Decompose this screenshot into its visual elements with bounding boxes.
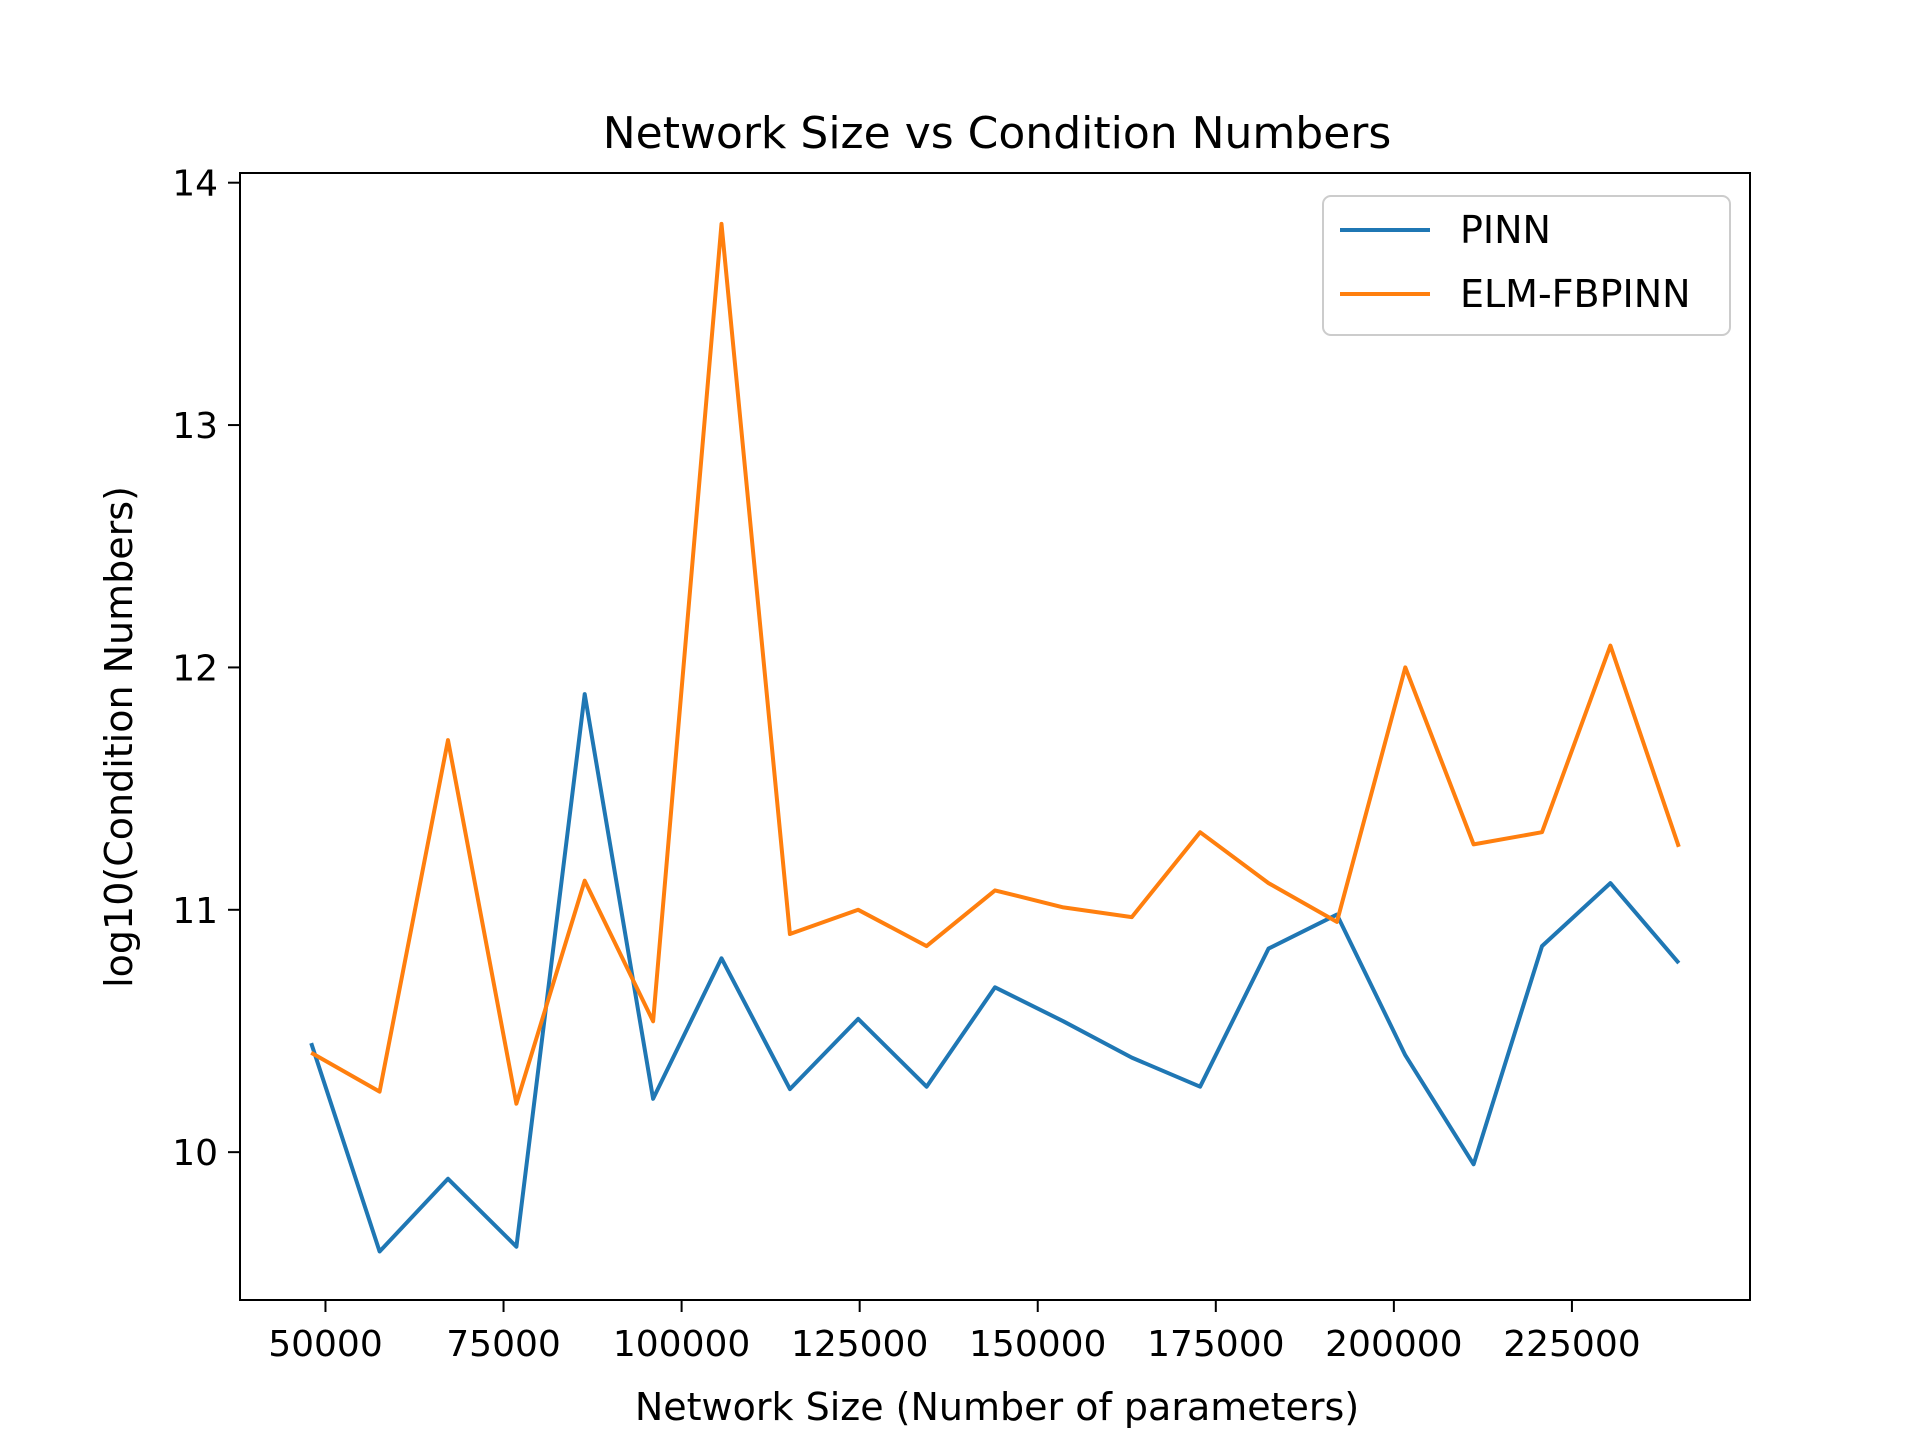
x-tick-label: 50000 [268, 1324, 383, 1365]
series-line-pinn [309, 692, 1681, 1254]
x-tick-label: 150000 [969, 1324, 1106, 1365]
x-tick-label: 200000 [1325, 1324, 1462, 1365]
series-layer [309, 221, 1681, 1254]
x-tick-label: 125000 [791, 1324, 928, 1365]
x-tick-label: 175000 [1147, 1324, 1284, 1365]
plot-frame [239, 172, 1751, 1301]
x-tick-label: 75000 [446, 1324, 561, 1365]
y-tick-label: 12 [172, 648, 218, 689]
x-axis: 50000 75000 100000 125000 150000 175000 200000… [268, 1300, 1641, 1365]
x-axis-label: Network Size (Number of parameters) [635, 1385, 1359, 1429]
x-tick-label: 225000 [1503, 1324, 1640, 1365]
y-tick-label: 13 [172, 406, 218, 447]
y-tick-label: 11 [172, 891, 218, 932]
y-axis: 10 11 12 13 14 [172, 164, 240, 1174]
y-tick-label: 10 [172, 1133, 218, 1174]
legend-label-pinn: PINN [1460, 208, 1551, 252]
legend-label-elm-fbpinn: ELM-FBPINN [1460, 272, 1691, 316]
y-tick-label: 14 [172, 164, 218, 205]
legend: PINN ELM-FBPINN [1322, 195, 1731, 336]
y-axis-label: log10(Condition Numbers) [97, 486, 141, 988]
x-tick-label: 100000 [613, 1324, 750, 1365]
series-line-elm-fbpinn [310, 221, 1681, 1106]
chart-title: Network Size vs Condition Numbers [603, 108, 1392, 159]
